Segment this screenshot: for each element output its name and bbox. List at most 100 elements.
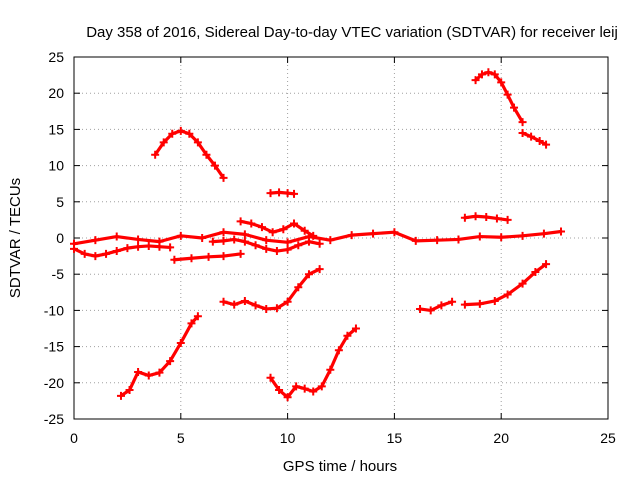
y-tick-label: -25 — [44, 411, 64, 427]
data-marks — [70, 68, 566, 402]
data-point — [159, 138, 168, 147]
data-point — [283, 297, 292, 306]
data-point — [460, 213, 469, 222]
data-point — [176, 338, 185, 347]
data-point — [416, 304, 425, 313]
data-point — [198, 234, 207, 242]
data-point — [230, 300, 239, 309]
data-point — [531, 268, 540, 277]
series-arc-6 — [236, 217, 318, 240]
axis-ticks: 0 5 10 15 20 25 -25 -20 -15 -10 -5 0 5 10 15 20 25 — [44, 49, 616, 446]
data-point — [193, 312, 202, 321]
y-tick-label: 5 — [56, 194, 64, 210]
series-trace — [520, 131, 548, 147]
data-point — [471, 212, 480, 221]
series-arc-14 — [116, 312, 202, 400]
data-point — [304, 270, 313, 279]
data-point — [102, 249, 111, 258]
data-point — [236, 217, 245, 226]
data-point — [518, 129, 527, 138]
y-tick-label: -10 — [44, 302, 64, 318]
data-point — [268, 228, 277, 237]
y-tick-label: 0 — [56, 230, 64, 246]
data-point — [187, 254, 196, 263]
data-point — [155, 242, 164, 251]
chart-title: Day 358 of 2016, Sidereal Day-to-day VTE… — [86, 24, 618, 41]
data-point — [168, 129, 177, 138]
data-point — [262, 304, 271, 313]
data-point — [477, 70, 486, 79]
data-point — [351, 324, 360, 333]
series-trace — [72, 244, 172, 258]
data-point — [204, 252, 213, 261]
data-point — [116, 391, 125, 400]
data-point — [518, 231, 527, 240]
data-point — [475, 299, 484, 308]
data-point — [492, 214, 501, 223]
series-arc-11 — [219, 265, 324, 313]
data-point — [503, 290, 512, 299]
data-point — [240, 230, 249, 239]
data-point — [275, 188, 284, 197]
y-tick-label: -5 — [52, 266, 65, 282]
data-point — [210, 161, 219, 170]
data-point — [283, 238, 292, 247]
data-point — [542, 140, 551, 149]
data-point — [144, 241, 153, 250]
data-point — [484, 68, 493, 77]
data-point — [151, 150, 160, 159]
data-point — [490, 296, 499, 305]
y-tick-label: 25 — [48, 49, 64, 65]
series-arc-12 — [416, 297, 457, 315]
data-point — [300, 226, 309, 235]
data-point — [166, 357, 175, 366]
y-tick-label: 10 — [48, 158, 64, 174]
data-point — [290, 219, 299, 228]
data-point — [300, 384, 309, 393]
series-arc-8 — [70, 241, 175, 261]
data-point — [369, 229, 378, 238]
data-point — [193, 138, 202, 147]
data-point — [518, 279, 527, 288]
data-point — [283, 245, 292, 254]
data-point — [433, 236, 442, 245]
data-point — [236, 249, 245, 258]
data-point — [292, 382, 301, 391]
y-axis-label: SDTVAR / TECUs — [7, 178, 24, 298]
data-point — [309, 387, 318, 396]
data-point — [125, 386, 134, 395]
data-point — [134, 367, 143, 376]
data-point — [112, 232, 121, 241]
data-point — [304, 237, 313, 246]
data-point — [219, 228, 228, 237]
data-point — [166, 243, 175, 252]
series-arc-10 — [170, 249, 245, 264]
data-point — [542, 260, 551, 269]
x-tick-label: 0 — [70, 430, 78, 446]
y-tick-label: 20 — [48, 85, 64, 101]
data-point — [185, 129, 194, 138]
data-point — [251, 241, 260, 250]
y-tick-label: -15 — [44, 339, 64, 355]
data-point — [266, 373, 275, 382]
series-arc-3 — [518, 129, 551, 149]
data-point — [240, 296, 249, 305]
data-point — [170, 255, 179, 264]
data-point — [279, 225, 288, 234]
data-point — [208, 237, 217, 246]
series-arc-13 — [460, 260, 551, 309]
data-point — [155, 368, 164, 377]
data-point — [317, 382, 326, 391]
x-tick-label: 20 — [493, 430, 509, 446]
data-point — [272, 304, 281, 313]
data-point — [112, 247, 121, 256]
data-point — [326, 365, 335, 374]
data-point — [437, 301, 446, 310]
data-point — [134, 242, 143, 251]
y-tick-label: 15 — [48, 121, 64, 137]
data-point — [347, 231, 356, 240]
data-point — [471, 76, 480, 85]
series-arc-4 — [266, 188, 299, 198]
y-tick-label: -20 — [44, 375, 64, 391]
